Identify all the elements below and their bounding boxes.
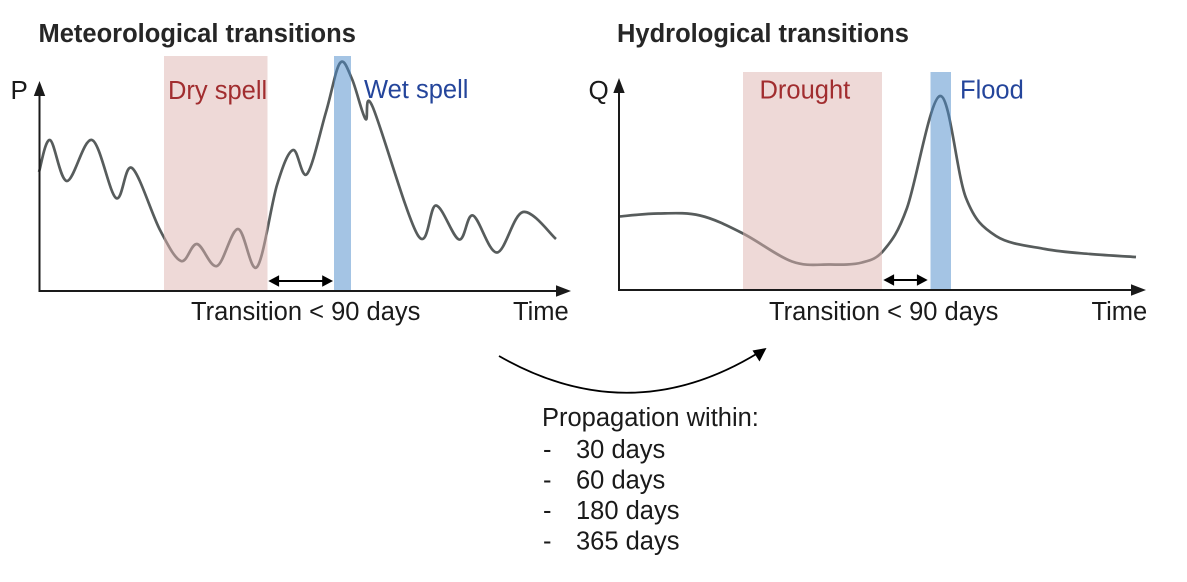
svg-text:Flood: Flood [960,77,1024,105]
svg-text:Meteorological transitions: Meteorological transitions [39,20,356,48]
svg-text:-: - [543,467,552,495]
svg-text:Dry spell: Dry spell [168,77,267,105]
svg-text:365 days: 365 days [576,528,680,556]
svg-text:Wet spell: Wet spell [364,76,468,104]
svg-text:30 days: 30 days [576,436,665,464]
svg-text:Hydrological transitions: Hydrological transitions [617,20,909,48]
svg-text:P: P [11,75,28,105]
svg-text:Q: Q [589,75,609,105]
svg-text:-: - [543,436,552,464]
svg-text:Propagation within:: Propagation within: [542,404,759,432]
svg-text:Transition < 90 days: Transition < 90 days [191,298,420,326]
svg-text:60 days: 60 days [576,467,665,495]
svg-text:Time: Time [1092,298,1148,326]
svg-text:180 days: 180 days [576,497,680,525]
svg-text:Transition < 90 days: Transition < 90 days [769,298,998,326]
svg-text:-: - [543,497,552,525]
svg-text:-: - [543,528,552,556]
svg-text:Drought: Drought [760,77,851,105]
svg-text:Time: Time [513,298,569,326]
